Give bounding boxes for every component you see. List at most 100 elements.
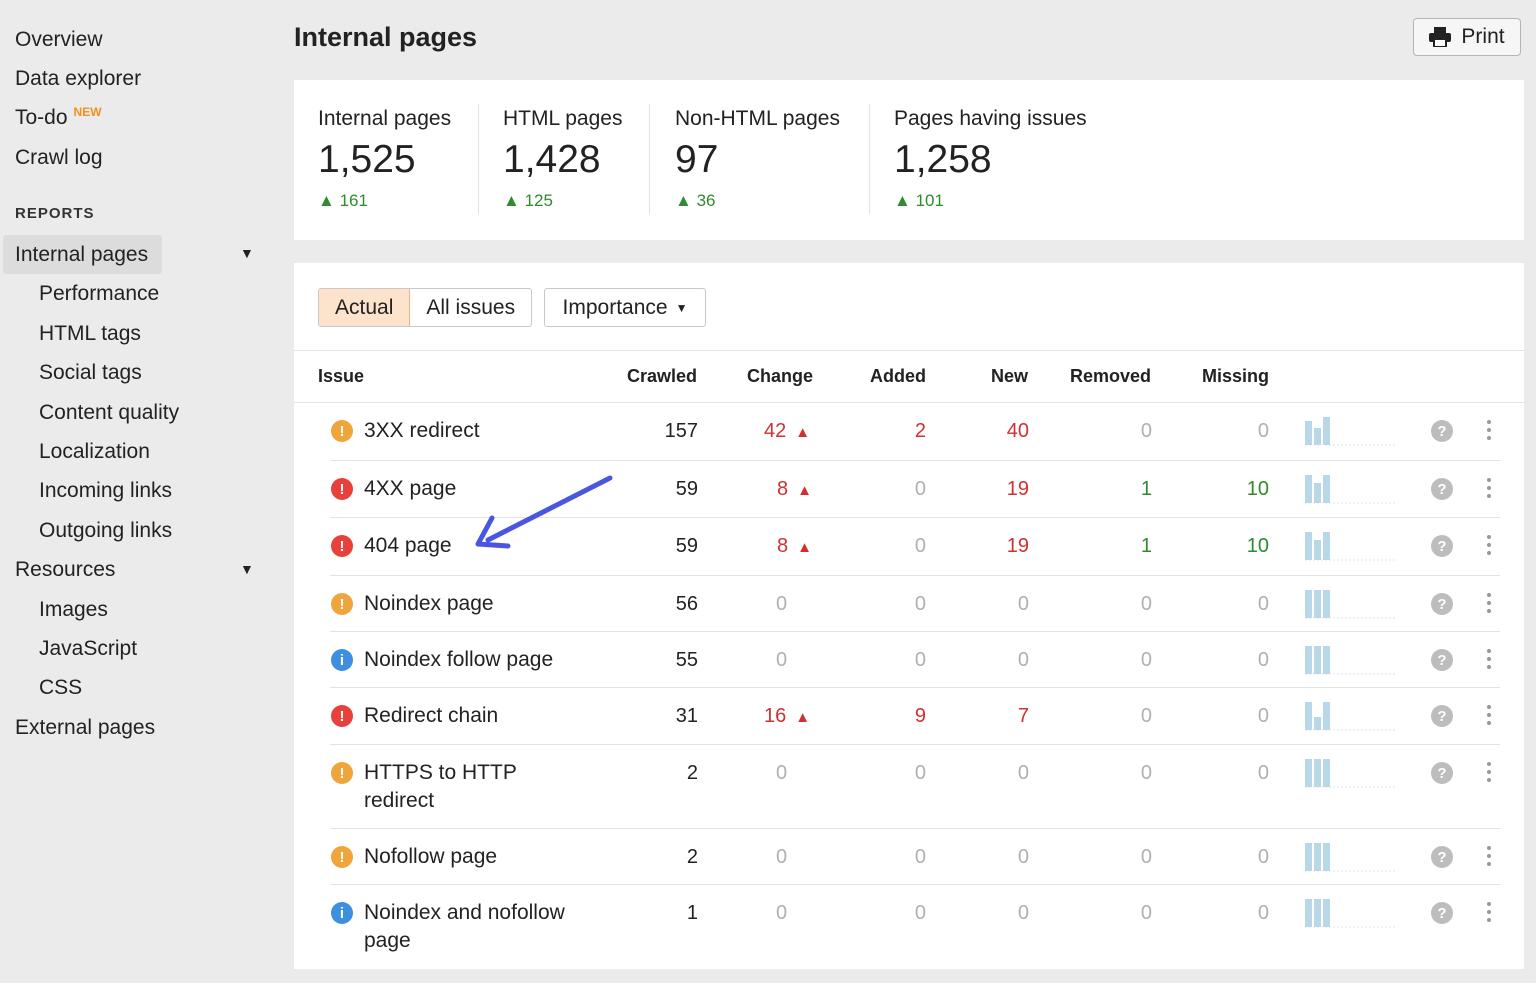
sidebar-item-data-explorer[interactable]: Data explorer bbox=[15, 67, 142, 90]
table-row[interactable]: ! Redirect chain 31 16 ▲ 9 7 0 0? bbox=[294, 688, 1524, 745]
table-row[interactable]: ! 404 page 59 8 ▲ 0 19 1 10? bbox=[294, 518, 1524, 576]
caret-down-icon[interactable]: ▼ bbox=[240, 245, 254, 261]
issue-name[interactable]: 3XX redirect bbox=[364, 419, 480, 442]
cell-added: 9 bbox=[914, 705, 926, 727]
sparkline-bar bbox=[1323, 532, 1330, 560]
cell-added: 0 bbox=[914, 478, 926, 500]
cell-removed: 0 bbox=[1140, 649, 1152, 671]
cell-crawled: 2 bbox=[686, 762, 698, 784]
sidebar-item-external-pages[interactable]: External pages bbox=[15, 716, 156, 739]
issue-name[interactable]: HTTPS to HTTP redirect bbox=[364, 761, 517, 812]
more-options-icon[interactable] bbox=[1486, 705, 1492, 727]
table-row[interactable]: ! 3XX redirect 157 42 ▲ 2 40 0 0? bbox=[294, 403, 1524, 461]
sidebar-active-highlight bbox=[3, 235, 162, 274]
column-header-removed[interactable]: Removed bbox=[1070, 366, 1152, 386]
sidebar-item-content-quality[interactable]: Content quality bbox=[39, 401, 180, 424]
cell-change: 0 bbox=[776, 593, 788, 615]
actual-tab[interactable]: Actual bbox=[319, 289, 411, 326]
help-icon[interactable]: ? bbox=[1431, 478, 1453, 500]
cell-new: 0 bbox=[1017, 762, 1029, 784]
sidebar-item-crawl-log[interactable]: Crawl log bbox=[15, 146, 103, 169]
more-options-icon[interactable] bbox=[1486, 762, 1492, 784]
sparkline-bar bbox=[1305, 702, 1312, 730]
stat-value: 1,525 bbox=[318, 138, 416, 181]
stat-label: HTML pages bbox=[503, 107, 623, 130]
sparkline-chart bbox=[1305, 843, 1395, 872]
caret-down-icon: ▼ bbox=[675, 300, 688, 315]
help-icon[interactable]: ? bbox=[1431, 649, 1453, 671]
sidebar-item-css[interactable]: CSS bbox=[39, 676, 83, 699]
issue-name[interactable]: Nofollow page bbox=[364, 845, 498, 868]
help-icon[interactable]: ? bbox=[1431, 846, 1453, 868]
table-row[interactable]: i Noindex follow page 55 0 0 0 0 0? bbox=[294, 632, 1524, 688]
issue-name[interactable]: Noindex page bbox=[364, 592, 494, 615]
issue-name[interactable]: Redirect chain bbox=[364, 704, 499, 727]
more-options-icon[interactable] bbox=[1486, 846, 1492, 868]
help-icon[interactable]: ? bbox=[1431, 535, 1453, 557]
sidebar-item-images[interactable]: Images bbox=[39, 598, 108, 621]
sidebar-item-incoming-links[interactable]: Incoming links bbox=[39, 479, 173, 502]
help-icon[interactable]: ? bbox=[1431, 902, 1453, 924]
issue-name[interactable]: 404 page bbox=[364, 534, 452, 557]
help-icon[interactable]: ? bbox=[1431, 420, 1453, 442]
row-divider bbox=[330, 575, 1500, 576]
stat-delta: ▲ 36 bbox=[675, 191, 716, 210]
table-row[interactable]: ! Nofollow page 2 0 0 0 0 0? bbox=[294, 829, 1524, 885]
more-options-icon[interactable] bbox=[1486, 593, 1492, 615]
issue-name[interactable]: Noindex follow page bbox=[364, 648, 554, 671]
sidebar-item-localization[interactable]: Localization bbox=[39, 440, 150, 463]
stat-delta: ▲ 161 bbox=[318, 191, 368, 210]
column-header-issue[interactable]: Issue bbox=[318, 366, 365, 386]
sidebar-item-html-tags[interactable]: HTML tags bbox=[39, 322, 141, 345]
sidebar-item-todo[interactable]: To-do NEW bbox=[15, 104, 102, 134]
table-row[interactable]: ! HTTPS to HTTP redirect 2 0 0 0 0 0? bbox=[294, 745, 1524, 829]
cell-change: 0 bbox=[776, 762, 788, 784]
cell-crawled: 31 bbox=[675, 705, 698, 727]
table-row[interactable]: ! 4XX page 59 8 ▲ 0 19 1 10? bbox=[294, 461, 1524, 518]
cell-missing: 10 bbox=[1246, 535, 1269, 557]
sidebar-item-performance[interactable]: Performance bbox=[39, 282, 160, 305]
table-row[interactable]: ! Noindex page 56 0 0 0 0 0? bbox=[294, 576, 1524, 632]
column-header-new[interactable]: New bbox=[991, 366, 1029, 386]
row-divider bbox=[330, 687, 1500, 688]
issue-name[interactable]: 4XX page bbox=[364, 477, 457, 500]
sparkline-chart bbox=[1305, 646, 1395, 675]
all-issues-tab[interactable]: All issues bbox=[426, 295, 516, 319]
column-header-change[interactable]: Change bbox=[747, 366, 814, 386]
issue-name[interactable]: Noindex and nofollow page bbox=[364, 901, 565, 952]
help-icon[interactable]: ? bbox=[1431, 593, 1453, 615]
warning-icon: ! bbox=[331, 846, 353, 868]
cell-added: 0 bbox=[914, 762, 926, 784]
divider bbox=[649, 104, 650, 214]
sidebar-item-outgoing-links[interactable]: Outgoing links bbox=[39, 519, 173, 542]
sidebar-item-social-tags[interactable]: Social tags bbox=[39, 361, 142, 384]
more-options-icon[interactable] bbox=[1486, 420, 1492, 442]
sidebar-item-overview[interactable]: Overview bbox=[15, 28, 103, 51]
cell-crawled: 1 bbox=[686, 902, 698, 924]
column-header-added[interactable]: Added bbox=[870, 366, 926, 386]
sidebar-item-javascript[interactable]: JavaScript bbox=[39, 637, 138, 660]
sidebar-item-internal-pages[interactable]: Internal pages bbox=[15, 243, 149, 266]
importance-dropdown[interactable]: Importance ▼ bbox=[544, 288, 706, 327]
sparkline-bar bbox=[1305, 590, 1312, 618]
caret-down-icon[interactable]: ▼ bbox=[240, 561, 254, 577]
column-header-crawled[interactable]: Crawled bbox=[627, 366, 698, 386]
cell-added: 0 bbox=[914, 649, 926, 671]
cell-change: 16 ▲ bbox=[764, 705, 811, 727]
warning-icon: ! bbox=[331, 593, 353, 615]
sparkline-bar bbox=[1323, 590, 1330, 618]
cell-missing: 0 bbox=[1257, 420, 1269, 442]
column-header-missing[interactable]: Missing bbox=[1202, 366, 1270, 386]
help-icon[interactable]: ? bbox=[1431, 705, 1453, 727]
more-options-icon[interactable] bbox=[1486, 649, 1492, 671]
more-options-icon[interactable] bbox=[1486, 535, 1492, 557]
table-row[interactable]: i Noindex and nofollow page 1 0 0 0 0 0? bbox=[294, 885, 1524, 969]
sparkline-chart bbox=[1305, 899, 1395, 928]
print-button[interactable]: Print bbox=[1413, 18, 1521, 56]
cell-added: 0 bbox=[914, 902, 926, 924]
sidebar-item-resources[interactable]: Resources bbox=[15, 558, 116, 581]
help-icon[interactable]: ? bbox=[1431, 762, 1453, 784]
more-options-icon[interactable] bbox=[1486, 478, 1492, 500]
more-options-icon[interactable] bbox=[1486, 902, 1492, 924]
sparkline-bar bbox=[1314, 843, 1321, 871]
